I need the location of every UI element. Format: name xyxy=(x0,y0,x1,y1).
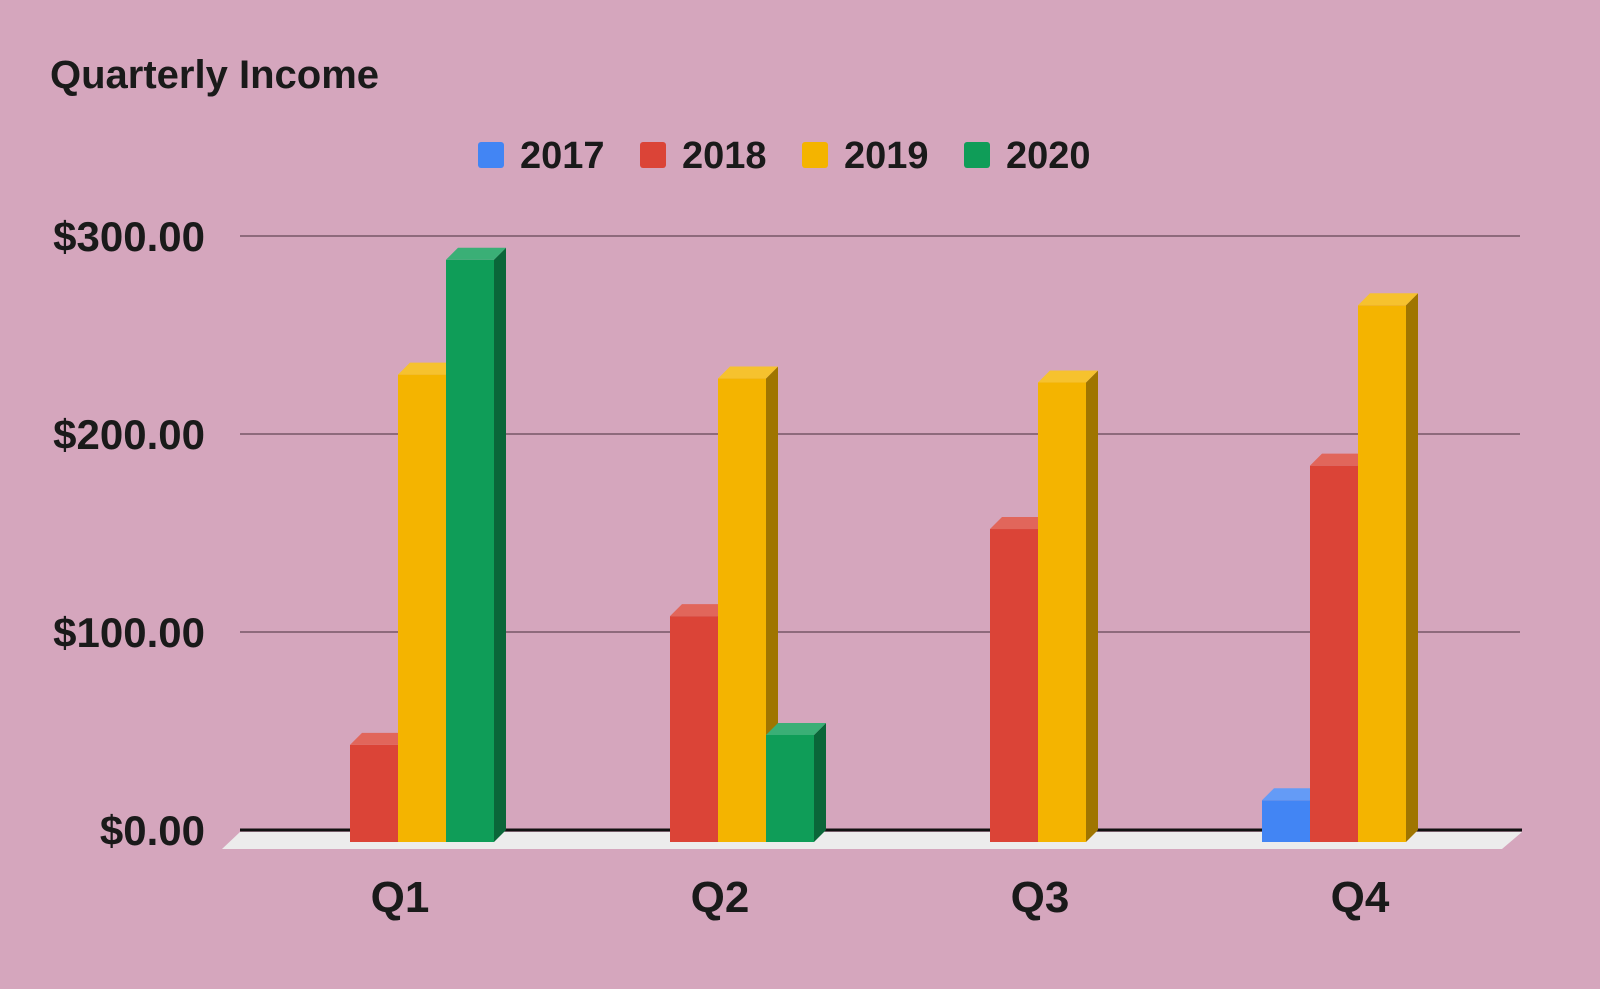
bar-front xyxy=(718,378,766,842)
bar-front xyxy=(1262,800,1310,842)
legend-swatch xyxy=(964,142,990,168)
bar-front xyxy=(446,259,494,842)
x-tick-label: Q2 xyxy=(691,873,750,922)
legend-label: 2017 xyxy=(520,135,605,177)
bar-side xyxy=(766,366,778,842)
bar-top xyxy=(766,722,826,735)
bar-side xyxy=(814,722,826,842)
bar-top xyxy=(1262,788,1322,801)
bar-side xyxy=(494,247,506,842)
y-axis: $0.00 $100.00 $200.00 $300.00 xyxy=(53,213,205,854)
floor-plane xyxy=(222,832,1522,849)
bar-top xyxy=(446,247,506,260)
bar-side xyxy=(1406,293,1418,842)
legend-swatch xyxy=(802,142,828,168)
x-axis: Q1 Q2 Q3 Q4 xyxy=(371,873,1390,922)
x-tick-label: Q3 xyxy=(1011,873,1070,922)
legend-item-2019: 2019 xyxy=(802,135,929,177)
bar-top xyxy=(350,732,410,745)
bars xyxy=(350,247,1418,842)
bar-top xyxy=(1038,370,1098,383)
bar-2017-q4 xyxy=(1262,788,1322,842)
bar-front xyxy=(766,734,814,842)
bar-front xyxy=(990,529,1038,842)
bar-top xyxy=(670,604,730,617)
bar-front xyxy=(1038,382,1086,842)
legend-item-2018: 2018 xyxy=(640,135,767,177)
legend-label: 2020 xyxy=(1006,135,1091,177)
bar-front xyxy=(350,744,398,842)
bar-front xyxy=(1310,465,1358,842)
bar-front xyxy=(670,616,718,842)
legend-label: 2018 xyxy=(682,135,767,177)
bar-2019-q4 xyxy=(1358,293,1418,842)
bar-top xyxy=(1358,293,1418,306)
bar-2020-q1 xyxy=(446,247,506,842)
chart-title: Quarterly Income xyxy=(50,53,379,97)
y-tick-label: $200.00 xyxy=(53,411,205,458)
bar-top xyxy=(1310,453,1370,466)
x-tick-label: Q1 xyxy=(371,873,430,922)
bar-front xyxy=(1358,305,1406,842)
x-tick-label: Q4 xyxy=(1331,873,1390,922)
bar-side xyxy=(1086,370,1098,842)
bar-2019-q3 xyxy=(1038,370,1098,842)
bar-front xyxy=(398,374,446,842)
legend-swatch xyxy=(478,142,504,168)
y-tick-label: $100.00 xyxy=(53,609,205,656)
bar-2020-q2 xyxy=(766,722,826,842)
bar-2019-q2 xyxy=(718,366,778,842)
legend-label: 2019 xyxy=(844,135,929,177)
legend: 2017 2018 2019 2020 xyxy=(478,135,1091,177)
bar-top xyxy=(990,517,1050,530)
bar-top xyxy=(718,366,778,379)
legend-item-2017: 2017 xyxy=(478,135,605,177)
legend-swatch xyxy=(640,142,666,168)
y-tick-label: $0.00 xyxy=(100,807,205,854)
bar-top xyxy=(398,362,458,375)
y-tick-label: $300.00 xyxy=(53,213,205,260)
legend-item-2020: 2020 xyxy=(964,135,1091,177)
